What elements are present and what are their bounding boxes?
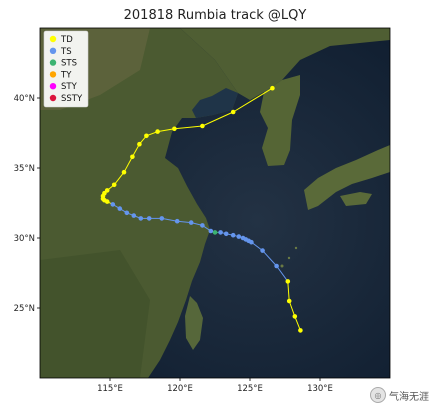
track-segment [287, 281, 290, 302]
track-segment [232, 87, 273, 113]
ryukyu-island [287, 256, 291, 260]
track-point-ts [174, 218, 180, 224]
track-point-sts [212, 230, 218, 235]
track-point-ts [124, 210, 130, 216]
track-point-td [298, 328, 303, 333]
track-point-ts [236, 234, 242, 239]
legend-marker-ty [49, 71, 57, 78]
track-point-td [172, 126, 177, 132]
track-point-ts [131, 213, 137, 218]
track-segment [202, 111, 234, 127]
track-point-td [144, 133, 149, 139]
ryukyu-island [280, 264, 284, 268]
track-segment [177, 220, 192, 224]
track-segment [262, 250, 277, 267]
track-point-ts [188, 220, 194, 225]
track-segment [288, 300, 296, 317]
legend-marker-sty [49, 83, 57, 90]
legend-marker-ts [49, 47, 57, 54]
korea [260, 75, 300, 166]
legend-marker-sts [49, 59, 57, 66]
shikoku [340, 192, 372, 206]
liaodong [180, 28, 390, 100]
legend-label-sts: STS [61, 59, 77, 69]
taiwan [185, 296, 203, 350]
track-point-td [285, 279, 291, 284]
track-point-ts [110, 202, 116, 207]
ryukyu-island [294, 246, 298, 250]
track-segment [251, 241, 263, 252]
track-point-td [111, 182, 117, 188]
track-segment [174, 125, 203, 130]
track-point-td [104, 188, 110, 193]
track-point-ts [138, 216, 144, 221]
watermark-text: 气海无涯 [389, 391, 429, 403]
wechat-logo-icon: ◎ [370, 387, 386, 403]
legend-marker-ssty [49, 94, 57, 102]
track-segment [131, 143, 140, 158]
legend-label-td: TD [60, 35, 73, 45]
track-point-td [286, 298, 292, 304]
basemap [40, 28, 390, 378]
track-point-td [270, 85, 275, 91]
track-point-td [230, 109, 236, 115]
track-point-td [137, 141, 142, 147]
x-tick-label: 125°E [237, 384, 263, 394]
x-tick-label: 120°E [167, 384, 193, 394]
legend-label-ty: TY [60, 70, 72, 80]
track-segment [157, 128, 175, 133]
track-point-ts [208, 228, 214, 234]
plot-frame [39, 27, 391, 379]
track-point-ts [274, 263, 279, 269]
chart-title: 201818 Rumbia track @LQY [123, 8, 307, 23]
track-point-td [130, 154, 135, 160]
track-point-ts [146, 216, 152, 221]
track-point-ts [200, 223, 205, 228]
x-tick-label: 130°E [307, 384, 333, 394]
bohai-sea [192, 88, 238, 118]
track-segment [161, 217, 178, 222]
legend-label-ts: TS [60, 47, 72, 57]
x-tick-label: 115°E [97, 384, 123, 394]
track-point-td [121, 169, 127, 175]
legend-label-ssty: SSTY [61, 94, 83, 104]
legend-label-sty: STY [61, 82, 78, 92]
track-point-td [102, 190, 107, 196]
track-point-td [155, 129, 160, 134]
track-segment [294, 316, 301, 331]
track-segment [276, 265, 289, 282]
track-segment [113, 171, 125, 186]
track-point-ts [218, 230, 223, 235]
track-point-ts [230, 232, 236, 238]
y-tick-label: 40°N [14, 94, 35, 104]
watermark: ◎ 气海无涯 [370, 387, 429, 403]
track-point-td [292, 314, 298, 319]
track-point-ts [223, 231, 229, 237]
typhoon-track [100, 85, 303, 333]
axes: 115°E 120°E 125°E 130°E 25°N 30°N 35°N 40°N [14, 94, 333, 394]
legend-marker-td [49, 35, 57, 43]
track-point-ts [159, 216, 165, 221]
track-point-ts [240, 235, 246, 241]
track-point-ts [117, 206, 123, 211]
track-point-td [200, 123, 205, 129]
track-segment [123, 156, 133, 173]
terrain-patch [40, 250, 150, 378]
y-tick-label: 35°N [14, 164, 35, 174]
track-point-ts [260, 248, 265, 253]
japan [304, 145, 390, 210]
y-tick-label: 25°N [14, 304, 35, 314]
y-tick-label: 30°N [14, 234, 35, 244]
